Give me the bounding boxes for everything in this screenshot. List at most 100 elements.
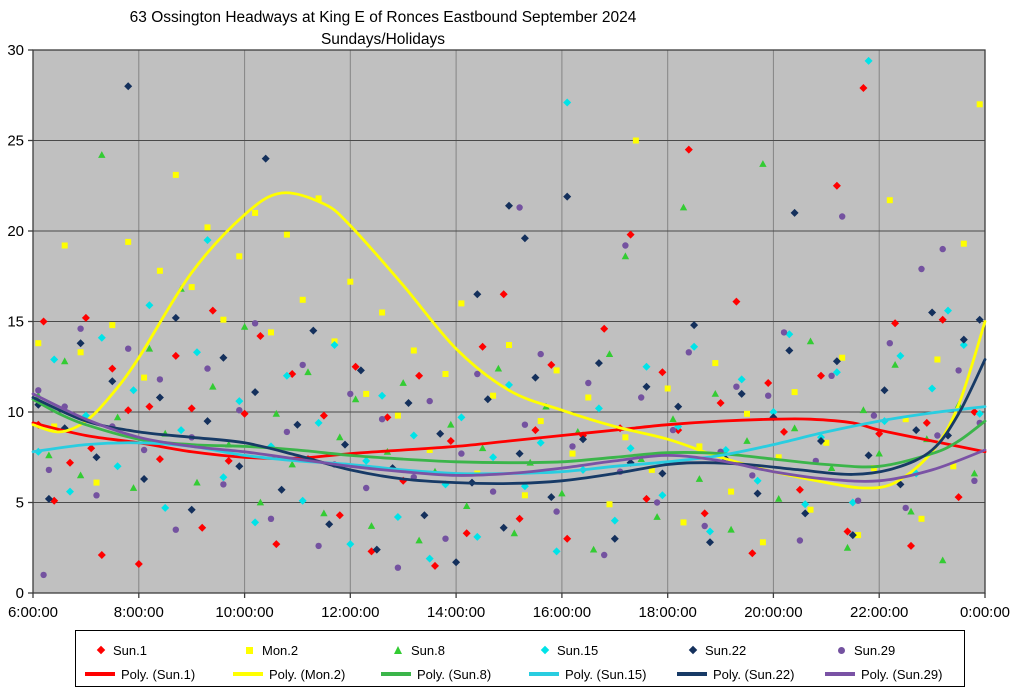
- scatter-point-diamond: [87, 444, 96, 453]
- scatter-point-diamond: [737, 389, 746, 398]
- scatter-point-diamond: [325, 520, 334, 529]
- legend-item: Poly. (Sun.8): [372, 667, 520, 682]
- trendline-swatch-icon: [85, 672, 115, 676]
- scatter-point-triangle: [494, 364, 503, 372]
- trendline-swatch-icon: [677, 672, 707, 676]
- scatter-point-square: [960, 240, 967, 247]
- scatter-point-square: [664, 385, 671, 392]
- scatter-point-diamond: [282, 371, 291, 380]
- scatter-point-diamond: [832, 357, 841, 366]
- legend-box: Sun.1 Mon.2 Sun.8 Sun.15 Sun.22 Sun.29 Poly. …: [75, 630, 965, 687]
- scatter-point-diamond: [864, 451, 873, 460]
- scatter-point-diamond: [785, 330, 794, 339]
- scatter-point-circle: [267, 515, 275, 522]
- scatter-point-diamond: [928, 384, 937, 393]
- scatter-point-diamond: [531, 426, 540, 435]
- scatter-point-diamond: [859, 84, 868, 92]
- scatter-point-square: [315, 195, 322, 202]
- scatter-point-diamond: [795, 485, 804, 494]
- trendline-swatch-icon: [381, 672, 411, 676]
- scatter-point-circle: [378, 416, 386, 423]
- y-tick-label: 0: [16, 585, 24, 602]
- legend-label: Poly. (Mon.2): [269, 666, 346, 682]
- scatter-point-diamond: [219, 353, 228, 362]
- scatter-point-diamond: [457, 413, 466, 422]
- circle-marker-icon: [838, 646, 845, 654]
- scatter-point-diamond: [848, 498, 857, 507]
- scatter-point-diamond: [896, 351, 905, 360]
- scatter-point-diamond: [690, 342, 699, 351]
- scatter-point-triangle: [145, 344, 154, 352]
- scatter-point-diamond: [76, 339, 85, 348]
- scatter-point-triangle: [113, 413, 122, 421]
- y-tick-label: 15: [7, 314, 24, 331]
- scatter-point-diamond: [66, 458, 74, 467]
- scatter-point-diamond: [134, 560, 143, 568]
- scatter-point-square: [458, 300, 465, 307]
- scatter-point-square: [426, 447, 433, 453]
- scatter-point-triangle: [209, 382, 217, 390]
- scatter-point-square: [791, 389, 798, 396]
- scatter-point-square: [141, 374, 148, 381]
- scatter-point-triangle: [827, 464, 836, 471]
- diamond-marker-icon: [96, 645, 106, 655]
- scatter-point-triangle: [891, 361, 899, 368]
- scatter-point-triangle: [669, 415, 677, 423]
- scatter-point-diamond: [780, 427, 788, 436]
- scatter-point-triangle: [399, 379, 407, 386]
- scatter-point-square: [204, 224, 211, 231]
- scatter-point-circle: [35, 387, 42, 394]
- legend-item: Mon.2: [224, 643, 372, 658]
- scatter-point-diamond: [129, 386, 138, 395]
- scatter-point-circle: [77, 325, 84, 332]
- scatter-point-diamond: [50, 355, 59, 364]
- scatter-point-diamond: [446, 437, 455, 445]
- scatter-point-circle: [749, 472, 756, 479]
- scatter-point-diamond: [193, 348, 201, 357]
- scatter-point-diamond: [684, 145, 693, 154]
- scatter-point-circle: [172, 526, 179, 533]
- scatter-point-diamond: [161, 503, 170, 512]
- scatter-point-circle: [601, 551, 608, 559]
- scatter-point-diamond: [272, 540, 281, 549]
- scatter-point-circle: [220, 481, 227, 488]
- scatter-point-square: [347, 278, 354, 285]
- scatter-point-triangle: [907, 507, 915, 515]
- scatter-point-triangle: [272, 409, 280, 417]
- scatter-point-diamond: [658, 368, 667, 377]
- legend-item: Sun.8: [372, 643, 520, 658]
- scatter-point-diamond: [716, 399, 725, 407]
- scatter-point-diamond: [515, 449, 524, 458]
- scatter-point-diamond: [187, 404, 196, 413]
- legend-item: Poly. (Sun.15): [520, 667, 668, 682]
- scatter-point-square: [553, 367, 560, 374]
- scatter-point-diamond: [108, 377, 117, 386]
- scatter-point-circle: [45, 466, 53, 474]
- legend-item: Sun.22: [668, 643, 816, 658]
- scatter-point-diamond: [420, 511, 429, 520]
- scatter-point-diamond: [975, 409, 984, 418]
- diamond-marker-icon: [540, 645, 550, 655]
- scatter-point-square: [283, 231, 290, 238]
- chart-subtitle: Sundays/Holidays: [320, 31, 446, 48]
- scatter-point-circle: [765, 392, 772, 399]
- scatter-point-circle: [828, 372, 835, 379]
- scatter-point-square: [521, 492, 528, 499]
- scatter-point-square: [807, 506, 814, 513]
- scatter-point-diamond: [547, 493, 556, 502]
- scatter-point-diamond: [372, 545, 381, 554]
- scatter-point-diamond: [626, 230, 635, 239]
- scatter-point-diamond: [431, 561, 439, 570]
- scatter-point-triangle: [558, 489, 566, 497]
- trend-line: [31, 392, 987, 483]
- scatter-point-triangle: [367, 522, 376, 529]
- scatter-point-diamond: [171, 351, 180, 360]
- scatter-point-diamond: [520, 234, 529, 243]
- legend-label: Poly. (Sun.8): [417, 666, 492, 682]
- scatter-point-triangle: [759, 160, 767, 167]
- scatter-point-square: [51, 423, 58, 430]
- scatter-point-diamond: [642, 494, 651, 503]
- scatter-point-diamond: [600, 324, 609, 333]
- y-tick-label: 30: [7, 42, 24, 59]
- legend-item: Poly. (Sun.1): [76, 667, 224, 682]
